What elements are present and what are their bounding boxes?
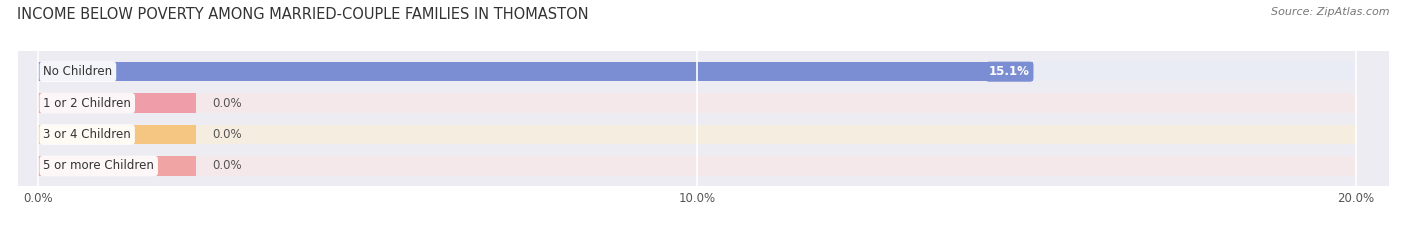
Bar — [38, 62, 1357, 81]
Text: 0.0%: 0.0% — [212, 128, 242, 141]
Bar — [38, 156, 1357, 176]
Text: 3 or 4 Children: 3 or 4 Children — [44, 128, 131, 141]
Text: 0.0%: 0.0% — [212, 159, 242, 172]
Text: No Children: No Children — [44, 65, 112, 78]
Text: 15.1%: 15.1% — [988, 65, 1031, 78]
Text: 0.0%: 0.0% — [212, 97, 242, 110]
Bar — [38, 125, 1357, 144]
Text: 1 or 2 Children: 1 or 2 Children — [44, 97, 131, 110]
Text: Source: ZipAtlas.com: Source: ZipAtlas.com — [1271, 7, 1389, 17]
Bar — [38, 93, 197, 113]
Bar — [38, 125, 197, 144]
Bar — [38, 156, 197, 176]
Text: 5 or more Children: 5 or more Children — [44, 159, 155, 172]
Bar — [38, 62, 1033, 81]
Bar — [38, 93, 1357, 113]
Text: INCOME BELOW POVERTY AMONG MARRIED-COUPLE FAMILIES IN THOMASTON: INCOME BELOW POVERTY AMONG MARRIED-COUPL… — [17, 7, 589, 22]
